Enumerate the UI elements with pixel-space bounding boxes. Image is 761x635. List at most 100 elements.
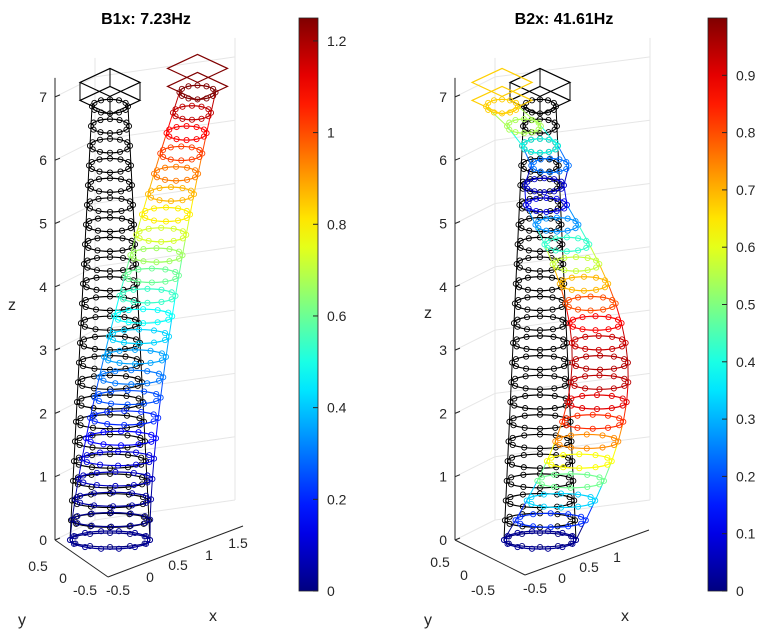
undeformed-node <box>513 343 520 350</box>
deformed-node <box>135 278 142 285</box>
deformed-node <box>621 356 628 363</box>
deformed-node <box>91 394 98 401</box>
grid-line <box>94 119 236 141</box>
deformed-node <box>183 207 190 215</box>
deformed-node <box>125 268 132 276</box>
deformed-node <box>153 391 160 398</box>
undeformed-node <box>516 277 523 284</box>
colorbar-tick-label: 0.8 <box>736 125 756 141</box>
deformed-node <box>560 464 567 471</box>
z-tick-label: 2 <box>439 405 447 421</box>
deformed-node <box>556 441 563 449</box>
undeformed-member <box>515 264 518 284</box>
undeformed-node <box>119 235 126 242</box>
undeformed-node <box>536 313 544 320</box>
deformed-node <box>595 332 602 339</box>
grid-line <box>54 76 96 98</box>
deformed-node <box>561 267 568 274</box>
y-axis-line <box>54 539 109 578</box>
deformed-node <box>552 264 559 271</box>
deformed-node <box>78 455 86 462</box>
undeformed-node <box>513 336 520 343</box>
undeformed-node <box>106 445 114 452</box>
deformed-node <box>183 214 190 222</box>
deformed-node <box>572 225 579 232</box>
deformed-node <box>568 395 575 402</box>
undeformed-node <box>510 339 517 346</box>
undeformed-node <box>93 286 100 293</box>
undeformed-node <box>566 501 573 508</box>
undeformed-member <box>572 480 575 501</box>
undeformed-node <box>78 300 86 307</box>
deformed-node <box>173 163 180 170</box>
deformed-node <box>596 261 603 268</box>
base-node <box>142 540 150 547</box>
deformed-node <box>88 510 95 517</box>
undeformed-node <box>117 188 125 195</box>
undeformed-node <box>116 136 124 143</box>
undeformed-node <box>561 363 568 370</box>
base-node <box>500 536 508 544</box>
deformed-node <box>109 489 117 496</box>
undeformed-node <box>76 441 83 449</box>
undeformed-node <box>91 353 98 360</box>
undeformed-node <box>561 356 568 363</box>
deformed-node <box>167 144 174 151</box>
deformed-node <box>140 258 147 265</box>
undeformed-node <box>117 156 124 163</box>
deformed-member <box>153 153 161 174</box>
undeformed-node <box>71 438 79 445</box>
undeformed-node <box>523 314 531 321</box>
undeformed-node <box>552 424 559 431</box>
deformed-node <box>104 420 111 428</box>
undeformed-node <box>87 198 94 205</box>
deformed-node <box>192 174 199 181</box>
deformed-ring <box>178 84 217 100</box>
z-tick-mark <box>454 157 461 161</box>
deformed-node <box>87 431 94 438</box>
deformed-node <box>587 293 594 300</box>
undeformed-node <box>549 286 556 293</box>
undeformed-ring <box>507 433 573 450</box>
deformed-node <box>593 286 600 293</box>
deformed-tower <box>470 67 632 552</box>
undeformed-node <box>515 296 522 304</box>
deformed-node <box>144 368 151 375</box>
undeformed-node <box>536 431 544 438</box>
undeformed-node <box>137 434 144 442</box>
deformed-node <box>537 149 544 156</box>
deformed-ring <box>559 276 609 292</box>
undeformed-ring <box>83 256 137 272</box>
deformed-node <box>596 352 604 359</box>
undeformed-node <box>555 218 562 225</box>
undeformed-node <box>514 323 521 330</box>
deformed-ring <box>94 389 162 406</box>
undeformed-member <box>507 441 510 462</box>
undeformed-node <box>550 365 557 372</box>
y-tick-label: 0.5 <box>430 554 450 570</box>
undeformed-node <box>560 336 567 343</box>
base-node <box>82 543 89 551</box>
grid-line <box>94 309 236 331</box>
deformed-node <box>543 208 550 215</box>
z-tick-mark <box>454 284 461 288</box>
deformed-node <box>583 353 590 360</box>
undeformed-node <box>81 316 88 323</box>
deformed-node <box>153 174 161 181</box>
undeformed-node <box>562 320 570 327</box>
deformed-node <box>198 103 205 110</box>
z-tick-mark <box>454 410 461 414</box>
deformed-node <box>529 129 536 136</box>
undeformed-node <box>142 458 150 465</box>
deformed-ring <box>554 433 619 450</box>
y-axis-line <box>454 539 526 576</box>
deformed-ring <box>503 532 577 548</box>
deformed-node <box>124 401 131 408</box>
deformed-node <box>148 431 155 438</box>
deformed-node <box>140 306 147 313</box>
deformed-node <box>155 414 162 421</box>
deformed-node <box>138 408 145 415</box>
base-node <box>544 545 552 552</box>
deformed-node <box>165 309 172 316</box>
undeformed-node <box>124 432 131 439</box>
